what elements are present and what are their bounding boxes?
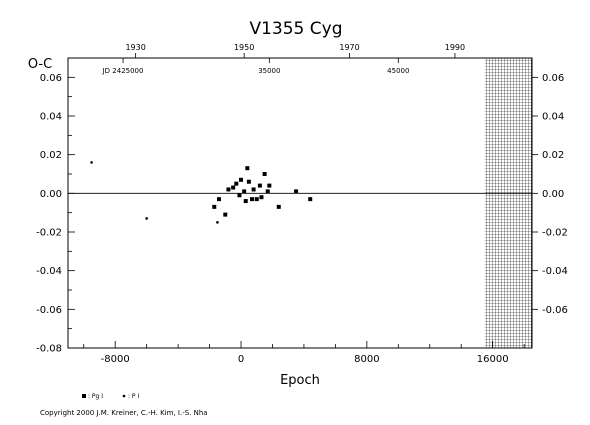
- x-tick-label: 16000: [477, 354, 509, 365]
- x-tick-label: 8000: [354, 354, 379, 365]
- data-point-pg: [254, 197, 259, 202]
- data-point-pg: [245, 166, 250, 171]
- data-point-pg: [242, 189, 247, 194]
- jd-tick-label: JD 2425000: [102, 67, 144, 75]
- y-tick-label-left: 0.02: [40, 150, 62, 161]
- data-point-pg: [251, 187, 256, 192]
- data-point-pg: [237, 193, 242, 198]
- x-tick-label: -8000: [101, 354, 130, 365]
- data-point-pg: [246, 179, 251, 184]
- y-tick-label-right: -0.04: [542, 266, 568, 277]
- copyright-text: Copyright 2000 J.M. Kreiner, C.-H. Kim, …: [40, 409, 208, 417]
- x-tick-label: 0: [238, 354, 244, 365]
- data-point-pg: [231, 185, 236, 190]
- data-point-pg: [212, 204, 217, 209]
- jd-tick-label: 35000: [258, 67, 280, 75]
- year-tick-label: 1970: [339, 43, 359, 52]
- jd-tick-label: 45000: [387, 67, 409, 75]
- data-point-pg: [308, 197, 313, 202]
- y-tick-label-right: 0.06: [542, 73, 564, 84]
- data-point-pg: [234, 181, 239, 186]
- data-point-pg: [267, 183, 272, 188]
- data-point-pg: [294, 189, 299, 194]
- y-tick-label-left: -0.06: [36, 305, 62, 316]
- y-tick-label-left: -0.04: [36, 266, 62, 277]
- chart-title: V1355 Cyg: [249, 19, 342, 39]
- y-tick-label-left: -0.02: [36, 228, 62, 239]
- year-tick-label: 1950: [234, 43, 254, 52]
- data-point-pg: [276, 204, 281, 209]
- y-tick-label-left: -0.08: [36, 344, 62, 355]
- data-point-pg: [239, 177, 244, 182]
- legend-label: : Pg I: [88, 393, 103, 400]
- y-tick-label-right: -0.02: [542, 228, 568, 239]
- data-point-pg: [262, 172, 267, 176]
- data-point-p: [145, 217, 148, 220]
- data-point-p: [90, 161, 93, 164]
- year-tick-label: 1930: [125, 43, 145, 52]
- plot-frame: [67, 57, 533, 349]
- hatched-region: [484, 58, 532, 348]
- year-tick-label: 1990: [445, 43, 465, 52]
- data-point-pg: [259, 195, 264, 200]
- legend-marker-p: [122, 394, 126, 398]
- data-point-pg: [216, 197, 221, 202]
- data-point-pg: [226, 187, 231, 192]
- data-point-pg: [250, 197, 255, 202]
- data-point-pg: [257, 183, 262, 188]
- y-tick-label-left: 0.04: [40, 112, 62, 123]
- y-axis-label: O-C: [28, 57, 52, 72]
- data-point-pg: [243, 199, 248, 204]
- y-tick-label-right: 0.04: [542, 112, 564, 123]
- data-point-pg: [223, 212, 228, 217]
- y-tick-label-left: 0.00: [40, 189, 62, 200]
- y-tick-label-left: 0.06: [40, 73, 62, 84]
- legend-marker-pg: [82, 394, 86, 398]
- data-point-p: [216, 221, 219, 224]
- data-point-pg: [265, 189, 270, 194]
- y-tick-label-right: 0.00: [542, 189, 564, 200]
- y-tick-label-right: -0.06: [542, 305, 568, 316]
- legend-label: : P I: [128, 393, 139, 400]
- x-axis-label: Epoch: [280, 373, 320, 388]
- y-tick-label-right: 0.02: [542, 150, 564, 161]
